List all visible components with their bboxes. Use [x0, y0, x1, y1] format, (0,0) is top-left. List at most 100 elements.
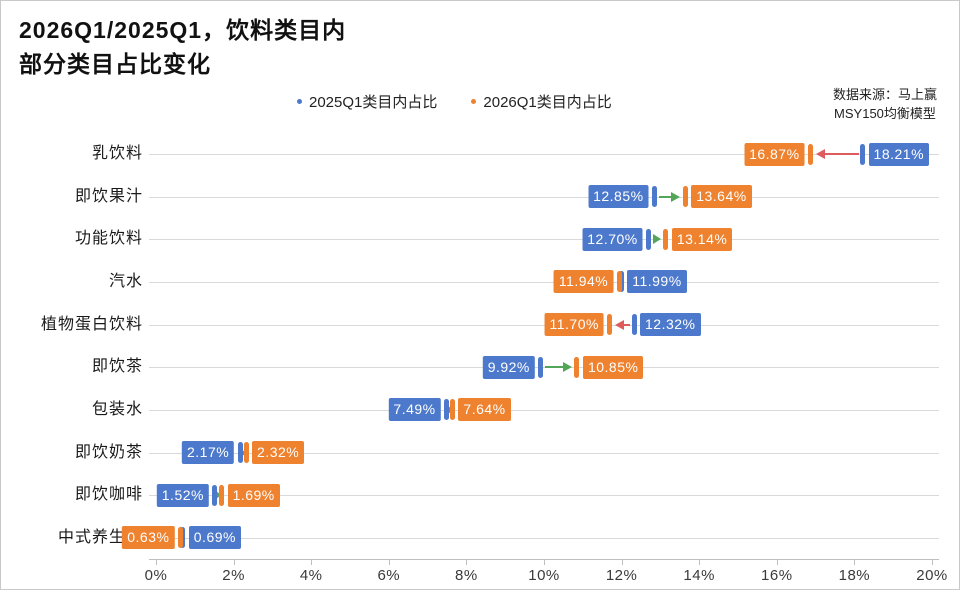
legend-marker-2026q1-icon	[471, 99, 477, 104]
marker-2025q1-tick	[631, 314, 637, 336]
marker-2025q1-tick	[212, 484, 218, 506]
category-label: 即饮奶茶	[74, 443, 143, 461]
chart-title: 2026Q1/2025Q1，饮料类目内 部分类目占比变化	[19, 13, 346, 81]
x-axis-tick-label: 4%	[299, 567, 323, 584]
x-axis-tick-label: 18%	[838, 567, 871, 584]
change-arrow-increase-head	[215, 490, 222, 501]
value-label-2025q1: 12.85%	[588, 185, 649, 209]
category-label: 即饮茶	[91, 358, 143, 376]
x-axis-tick-label: 12%	[605, 567, 638, 584]
marker-2025q1-tick	[646, 228, 652, 250]
row-gridline	[149, 239, 939, 241]
value-label-2026q1: 13.14%	[671, 227, 733, 251]
value-label-2025q1: 12.70%	[582, 227, 643, 251]
value-label-2026q1: 7.64%	[458, 398, 511, 422]
x-axis-tick-label: 14%	[683, 567, 715, 584]
category-label: 乳饮料	[91, 145, 143, 162]
value-label-2025q1: 11.99%	[627, 270, 687, 294]
legend-marker-2025q1-icon	[297, 99, 302, 104]
value-label-2025q1: 18.21%	[868, 142, 930, 166]
x-axis-tick	[233, 559, 235, 565]
category-label: 包装水	[91, 400, 143, 418]
x-axis-tick	[621, 559, 623, 565]
row-gridline	[149, 154, 939, 155]
category-label: 即饮咖啡	[74, 486, 143, 504]
value-label-2025q1: 12.32%	[640, 313, 701, 337]
x-axis-tick	[156, 559, 157, 565]
x-axis-tick-label: 2%	[222, 567, 245, 584]
category-label: 植物蛋白饮料	[40, 315, 143, 333]
x-axis-tick-label: 6%	[377, 567, 401, 584]
row-gridline	[149, 367, 939, 369]
row-gridline	[149, 452, 939, 454]
value-label-2025q1: 9.92%	[482, 355, 535, 379]
marker-2026q1-tick	[219, 484, 225, 506]
marker-2026q1-tick	[243, 442, 249, 464]
marker-2025q1-tick	[860, 143, 866, 165]
data-source-line1: 数据来源：马上赢	[832, 87, 937, 102]
value-label-2025q1: 7.49%	[388, 398, 441, 422]
x-axis-tick-label: 0%	[144, 567, 168, 584]
marker-2026q1-tick	[607, 314, 613, 336]
change-arrow-increase-head	[446, 404, 453, 415]
value-label-2026q1: 2.32%	[252, 441, 305, 465]
marker-2025q1-tick	[538, 356, 544, 378]
legend: 2025Q1类目内占比 2026Q1类目内占比	[297, 91, 612, 112]
legend-label-2025q1: 2025Q1类目内占比	[309, 94, 438, 111]
x-axis-tick-label: 10%	[528, 567, 560, 584]
row-gridline	[149, 196, 939, 198]
row-gridline	[149, 324, 939, 326]
row-gridline	[149, 495, 939, 497]
value-label-2025q1: 1.52%	[156, 483, 209, 507]
x-axis-tick	[699, 559, 701, 565]
x-axis-tick-label: 8%	[455, 567, 478, 584]
value-label-2026q1: 11.94%	[553, 270, 614, 294]
change-arrow-increase-head	[562, 362, 572, 373]
change-arrow-increase-line	[544, 366, 563, 369]
marker-2026q1-tick	[574, 356, 580, 378]
value-label-2026q1: 0.63%	[122, 526, 175, 550]
chart-title-line2: 部分类目占比变化	[19, 51, 211, 77]
row-gridline	[149, 281, 939, 283]
change-arrow-increase-line	[658, 195, 672, 198]
change-arrow-decrease-line	[623, 323, 630, 326]
change-arrow-increase-head	[652, 234, 661, 245]
legend-item-2025q1: 2025Q1类目内占比	[297, 91, 437, 112]
x-axis-tick	[544, 559, 545, 565]
change-arrow-decrease-head	[614, 319, 624, 330]
marker-2025q1-tick	[652, 186, 658, 208]
marker-2026q1-tick	[616, 271, 622, 293]
marker-2025q1-tick	[444, 399, 450, 421]
category-label: 汽水	[108, 272, 143, 290]
marker-2026q1-tick	[682, 186, 688, 208]
x-axis-tick-label: 16%	[761, 567, 793, 584]
value-label-2025q1: 0.69%	[188, 526, 241, 550]
value-label-2025q1: 2.17%	[181, 441, 235, 465]
marker-2026q1-tick	[177, 527, 183, 549]
value-label-2026q1: 10.85%	[582, 355, 644, 379]
x-axis-tick	[932, 559, 933, 565]
row-gridline	[149, 537, 939, 539]
change-arrow-increase-head	[240, 447, 247, 458]
x-axis-tick	[854, 559, 856, 565]
marker-2026q1-tick	[808, 143, 814, 165]
marker-2025q1-tick	[237, 442, 243, 464]
data-source: 数据来源：马上赢 MSY150均衡模型	[833, 85, 937, 123]
x-axis-tick	[311, 559, 313, 565]
x-axis-tick	[466, 559, 468, 565]
value-label-2026q1: 13.64%	[691, 185, 752, 209]
x-axis-tick-label: 20%	[916, 567, 948, 584]
x-axis-tick	[388, 559, 390, 565]
category-label: 中式养生水	[57, 528, 143, 546]
value-label-2026q1: 16.87%	[744, 142, 805, 166]
data-source-line2: MSY150均衡模型	[834, 106, 936, 121]
x-axis-tick	[776, 559, 778, 565]
category-label: 功能饮料	[74, 230, 143, 248]
marker-2026q1-tick	[449, 399, 455, 421]
row-gridline	[149, 409, 939, 411]
value-label-2026q1: 11.70%	[544, 313, 604, 337]
change-arrow-decrease-head	[815, 149, 825, 159]
change-arrow-decrease-line	[824, 153, 859, 155]
